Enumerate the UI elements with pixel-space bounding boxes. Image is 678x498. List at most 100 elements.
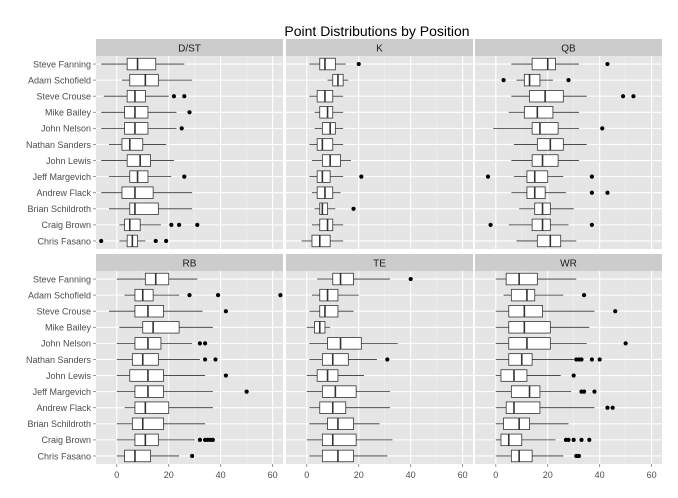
panel-wr: WR [475, 254, 662, 464]
box-wr-10 [495, 417, 569, 430]
box-iqr [529, 90, 564, 103]
y-tick-label: Steve Crouse [36, 92, 91, 102]
box-k-10 [314, 202, 356, 215]
box-iqr [531, 218, 551, 232]
x-tick-label: 40 [406, 470, 416, 480]
outlier-point [581, 293, 587, 298]
box-te-3 [309, 305, 354, 318]
box-iqr [316, 170, 331, 183]
box-iqr [126, 90, 146, 103]
box-iqr [316, 138, 334, 151]
outlier-point [385, 357, 390, 362]
box-wr-4 [495, 321, 590, 334]
box-iqr [129, 369, 164, 382]
y-tick-label: Jeff Margevich [33, 172, 91, 182]
box-wr-8 [495, 385, 597, 398]
box-iqr [327, 417, 354, 430]
box-qb-2 [501, 73, 571, 87]
box-iqr [332, 272, 354, 286]
box-iqr [505, 272, 538, 286]
box-iqr [134, 433, 159, 447]
outlier-point [589, 174, 594, 179]
outlier-point [195, 222, 200, 227]
box-iqr [124, 218, 141, 232]
x-tick-label: 0 [493, 470, 498, 480]
outlier-point [587, 437, 592, 442]
y-tick-label: John Nelson [41, 124, 91, 134]
outlier-point [197, 341, 202, 346]
box-iqr [503, 417, 530, 430]
box-te-1 [317, 272, 413, 286]
outlier-point [356, 61, 361, 67]
x-tick-label: 60 [268, 470, 278, 480]
y-tick-label: Steve Crouse [36, 307, 91, 317]
box-qb-12 [516, 234, 577, 248]
chart-title: Point Distributions by Position [284, 23, 469, 39]
outlier-point [579, 357, 584, 362]
outlier-point [579, 437, 584, 442]
facet-strip-label: QB [561, 44, 576, 55]
box-rb-11 [116, 433, 215, 447]
box-te-2 [311, 288, 359, 302]
outlier-point [351, 206, 356, 211]
panel-dst: D/ST [96, 39, 283, 249]
box-wr-3 [495, 305, 618, 318]
box-k-5 [314, 122, 344, 135]
outlier-point [571, 373, 576, 378]
box-dst-8 [108, 170, 187, 183]
box-iqr [129, 73, 159, 87]
y-tick-label: Andrew Flack [36, 403, 91, 413]
box-iqr [536, 234, 562, 248]
y-tick-label: Adam Schofield [28, 290, 91, 300]
outlier-point [592, 389, 597, 394]
y-tick-label: Steve Fanning [33, 274, 91, 284]
box-iqr [526, 170, 549, 183]
y-tick-label: Brian Schildroth [27, 204, 91, 214]
box-k-9 [311, 186, 341, 199]
box-wr-6 [495, 353, 602, 366]
x-tick-label: 20 [354, 470, 364, 480]
outlier-point [189, 453, 195, 459]
box-k-12 [301, 234, 344, 248]
box-qb-3 [511, 90, 636, 103]
outlier-point [202, 341, 208, 346]
box-wr-11 [495, 433, 592, 447]
box-rb-9 [124, 401, 213, 414]
facet-strip [286, 254, 473, 271]
outlier-point [99, 238, 104, 244]
box-iqr [134, 288, 154, 302]
box-wr-5 [495, 337, 628, 350]
box-iqr [131, 353, 159, 366]
panel-rb: RB [96, 254, 283, 464]
outlier-point [408, 276, 413, 282]
outlier-point [610, 405, 615, 410]
y-tick-label: Mike Bailey [45, 323, 92, 333]
box-rb-6 [116, 353, 218, 366]
box-te-8 [306, 385, 390, 398]
box-iqr [319, 288, 339, 302]
y-tick-label: John Lewis [46, 156, 92, 166]
box-iqr [531, 57, 556, 71]
box-iqr [321, 122, 336, 135]
box-dst-1 [101, 57, 185, 71]
box-k-1 [309, 57, 361, 71]
outlier-point [566, 78, 571, 83]
x-tick-label: 40 [216, 470, 226, 480]
box-iqr [129, 202, 159, 215]
outlier-point [566, 437, 571, 442]
x-tick-label: 20 [164, 470, 174, 480]
box-iqr [505, 401, 541, 414]
box-iqr [523, 106, 554, 119]
outlier-point [631, 94, 636, 99]
box-k-6 [309, 138, 344, 151]
box-dst-6 [108, 138, 167, 151]
box-iqr [531, 154, 559, 167]
outlier-point [197, 437, 202, 442]
y-tick-label: Brian Schildroth [27, 419, 91, 429]
box-wr-12 [495, 449, 581, 463]
facet-strip [286, 39, 473, 56]
box-iqr [508, 305, 543, 318]
box-iqr [126, 154, 151, 167]
box-qb-6 [513, 138, 587, 151]
box-iqr [508, 337, 551, 350]
